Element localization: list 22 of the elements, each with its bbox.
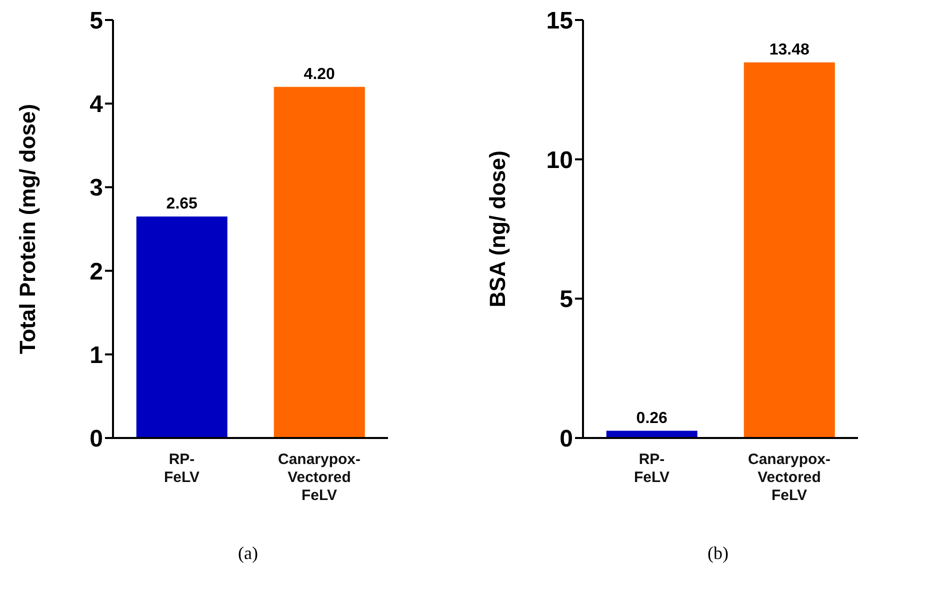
x-tick-label: Canarypox-Vectored FeLV xyxy=(278,451,361,504)
y-axis-title: BSA (ng/ dose) xyxy=(484,150,510,308)
data-label: 13.48 xyxy=(769,41,810,58)
y-axis-title: Total Protein (mg/ dose) xyxy=(14,104,40,354)
text: (b) xyxy=(706,543,730,564)
x-tick-label: RP-FeLV xyxy=(164,451,200,486)
text: (a) xyxy=(237,543,259,564)
y-tick-label: 3 xyxy=(90,174,103,202)
data-label: 4.20 xyxy=(304,66,336,83)
x-tick-label: RP-FeLV xyxy=(634,451,670,486)
y-tick-label: 0 xyxy=(90,426,103,453)
data-label: 0.26 xyxy=(636,410,668,427)
y-tick-label: 10 xyxy=(546,146,573,174)
y-tick-label: 4 xyxy=(90,91,104,118)
y-tick-label: 15 xyxy=(546,8,573,35)
y-tick-label: 1 xyxy=(90,342,103,369)
y-tick-label: 5 xyxy=(560,286,573,314)
y-tick-label: 0 xyxy=(560,426,573,453)
y-tick-label: 2 xyxy=(90,258,103,286)
data-label: 2.65 xyxy=(166,195,198,212)
y-tick-label: 5 xyxy=(90,8,103,35)
x-tick-label: Canarypox-Vectored FeLV xyxy=(748,451,831,504)
